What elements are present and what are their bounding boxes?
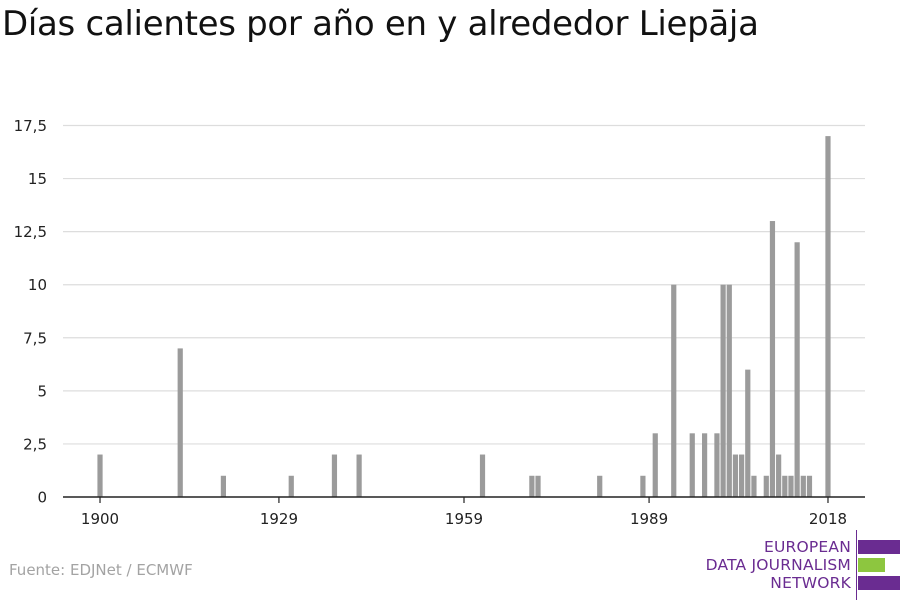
bar-1942 xyxy=(356,454,362,497)
bar-2012 xyxy=(788,475,794,497)
bar-1996 xyxy=(689,433,695,497)
bar-1988 xyxy=(640,475,646,497)
bar-1970 xyxy=(529,475,535,497)
bar-2010 xyxy=(776,454,782,497)
bar-1981 xyxy=(597,475,603,497)
source-note: Fuente: EDJNet / ECMWF xyxy=(9,561,193,579)
bar-2003 xyxy=(732,454,739,497)
edjnet-logo: EUROPEAN DATA JOURNALISM NETWORK xyxy=(700,530,900,600)
logo-text-line-1: EUROPEAN xyxy=(763,538,851,556)
bar-1913 xyxy=(177,348,183,497)
logo-text-line-2: DATA JOURNALISM xyxy=(705,556,851,574)
tick-labels: 0 2,5 5 7,5 10 12,5 15 17,5 1900 1929 1959 1989 2018 xyxy=(14,117,847,528)
logo-bar-purple-top xyxy=(858,540,900,554)
x-tick-label: 2018 xyxy=(809,510,847,528)
bar-2011 xyxy=(782,475,788,497)
bar-1920 xyxy=(220,475,226,497)
bar-2005 xyxy=(745,369,751,497)
y-tick-label: 12,5 xyxy=(14,223,47,241)
x-tick-label: 1989 xyxy=(630,510,668,528)
x-tick-label: 1929 xyxy=(260,510,298,528)
bar-2013 xyxy=(794,242,800,497)
bar-2001 xyxy=(720,284,726,497)
bar-2004 xyxy=(739,454,745,497)
bar-2015 xyxy=(806,475,813,497)
y-tick-label: 2,5 xyxy=(23,435,47,453)
bars xyxy=(97,136,831,498)
bar-2009 xyxy=(769,221,776,497)
x-tick-label: 1900 xyxy=(81,510,119,528)
axes xyxy=(63,496,865,503)
bar-2018 xyxy=(825,136,831,498)
bar-1962 xyxy=(479,454,486,497)
bar-2000 xyxy=(714,433,720,497)
bar-1993 xyxy=(671,284,677,497)
logo-bar-green xyxy=(858,558,885,572)
bar-2002 xyxy=(726,284,732,497)
y-tick-label: 17,5 xyxy=(14,117,47,135)
y-tick-label: 15 xyxy=(28,170,47,188)
bar-2014 xyxy=(800,475,806,497)
bar-1900 xyxy=(97,454,103,497)
bar-2006 xyxy=(751,475,757,497)
bar-1938 xyxy=(331,454,338,497)
bar-1971 xyxy=(535,475,541,497)
grid-lines xyxy=(63,124,865,445)
y-tick-label: 5 xyxy=(37,382,47,400)
bar-1931 xyxy=(288,475,294,497)
logo-text-line-3: NETWORK xyxy=(770,574,851,592)
chart-title: Días calientes por año en y alrededor Li… xyxy=(2,4,759,44)
x-tick-label: 1959 xyxy=(445,510,483,528)
y-tick-label: 7,5 xyxy=(23,329,47,347)
bar-2008 xyxy=(763,475,769,497)
bar-1998 xyxy=(702,433,708,497)
y-tick-label: 0 xyxy=(37,489,47,507)
bar-1990 xyxy=(652,433,658,497)
y-tick-label: 10 xyxy=(28,276,47,294)
logo-divider xyxy=(856,530,857,600)
logo-bar-purple-bottom xyxy=(858,576,900,590)
